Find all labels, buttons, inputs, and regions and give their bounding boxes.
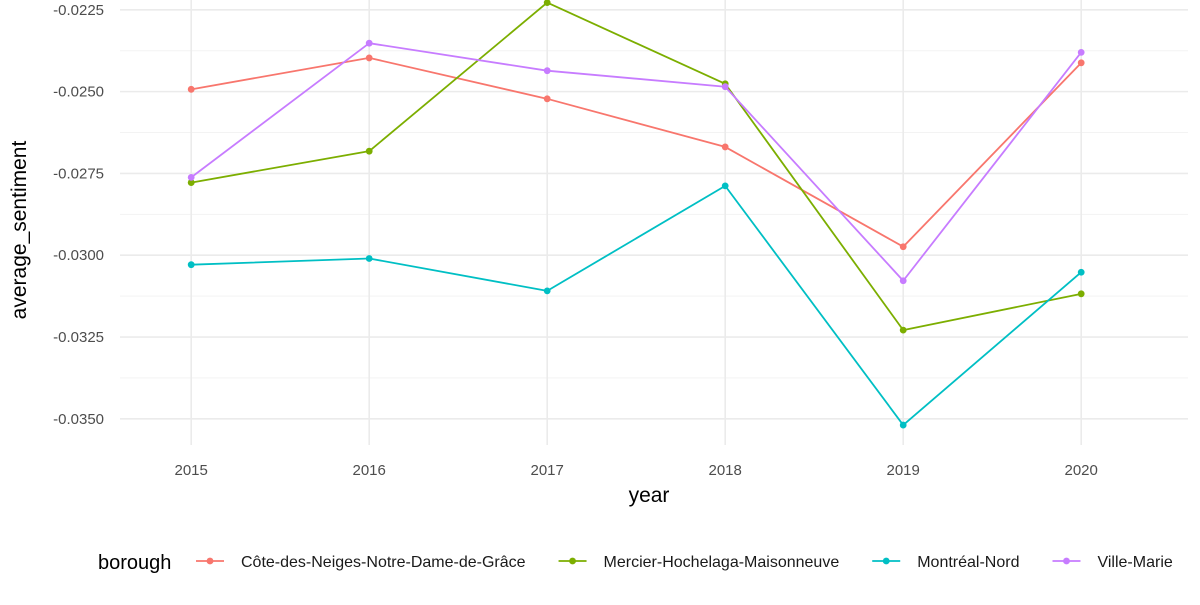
legend-label: Mercier-Hochelaga-Maisonneuve	[604, 554, 840, 571]
y-tick-label: -0.0275	[53, 165, 104, 182]
data-point	[899, 277, 907, 285]
legend-key-point	[206, 557, 214, 565]
series-line	[191, 1, 1082, 332]
legend: borough Côte-des-Neiges-Notre-Dame-de-Gr…	[98, 552, 1173, 574]
x-tick-label: 2018	[709, 462, 742, 479]
data-point	[1077, 290, 1085, 298]
y-tick-label: -0.0225	[53, 2, 104, 19]
series-layer	[187, 0, 1085, 429]
grid-layer	[120, 0, 1188, 445]
data-point	[1077, 59, 1085, 67]
data-point	[899, 326, 907, 334]
data-point	[543, 0, 551, 7]
y-tick-label: -0.0325	[53, 329, 104, 346]
y-tick-label: -0.0250	[53, 84, 104, 101]
data-point	[365, 255, 373, 262]
y-tick-label: -0.0350	[53, 411, 104, 428]
y-axis-title: average_sentiment	[8, 141, 31, 320]
data-point	[187, 173, 195, 181]
legend-key-point	[569, 557, 576, 565]
legend-label: Montréal-Nord	[917, 554, 1019, 571]
data-point	[187, 261, 195, 269]
data-point	[1077, 268, 1085, 276]
series-line	[191, 184, 1082, 426]
x-tick-label: 2019	[887, 462, 920, 479]
data-point	[721, 182, 729, 190]
data-point	[899, 243, 907, 251]
legend-title: borough	[98, 552, 171, 574]
series-line	[190, 42, 1082, 282]
legend-label: Ville-Marie	[1097, 554, 1172, 571]
legend-label: Côte-des-Neiges-Notre-Dame-de-Grâce	[241, 554, 526, 571]
x-tick-label: 2015	[175, 462, 208, 479]
data-point	[543, 287, 551, 295]
data-point	[1077, 48, 1085, 56]
data-point	[365, 54, 373, 62]
x-tick-label: 2016	[353, 462, 386, 479]
series-line	[191, 57, 1082, 248]
data-point	[187, 85, 195, 93]
x-tick-label: 2017	[531, 462, 564, 479]
data-point	[721, 83, 729, 91]
data-point	[365, 39, 373, 47]
x-axis-title: year	[629, 484, 670, 507]
data-point	[187, 179, 195, 186]
data-point	[543, 67, 551, 75]
y-tick-label: -0.0300	[53, 247, 104, 264]
data-point	[365, 147, 373, 155]
legend-key-point	[882, 557, 890, 565]
legend-key-point	[1063, 557, 1070, 565]
axis-layer: -0.0225 -0.0250 -0.0275 -0.0300 -0.0325 -0.03…	[53, 2, 1098, 479]
data-point	[543, 95, 551, 103]
x-tick-label: 2020	[1065, 462, 1098, 479]
data-point	[721, 143, 729, 151]
data-point	[899, 421, 907, 429]
